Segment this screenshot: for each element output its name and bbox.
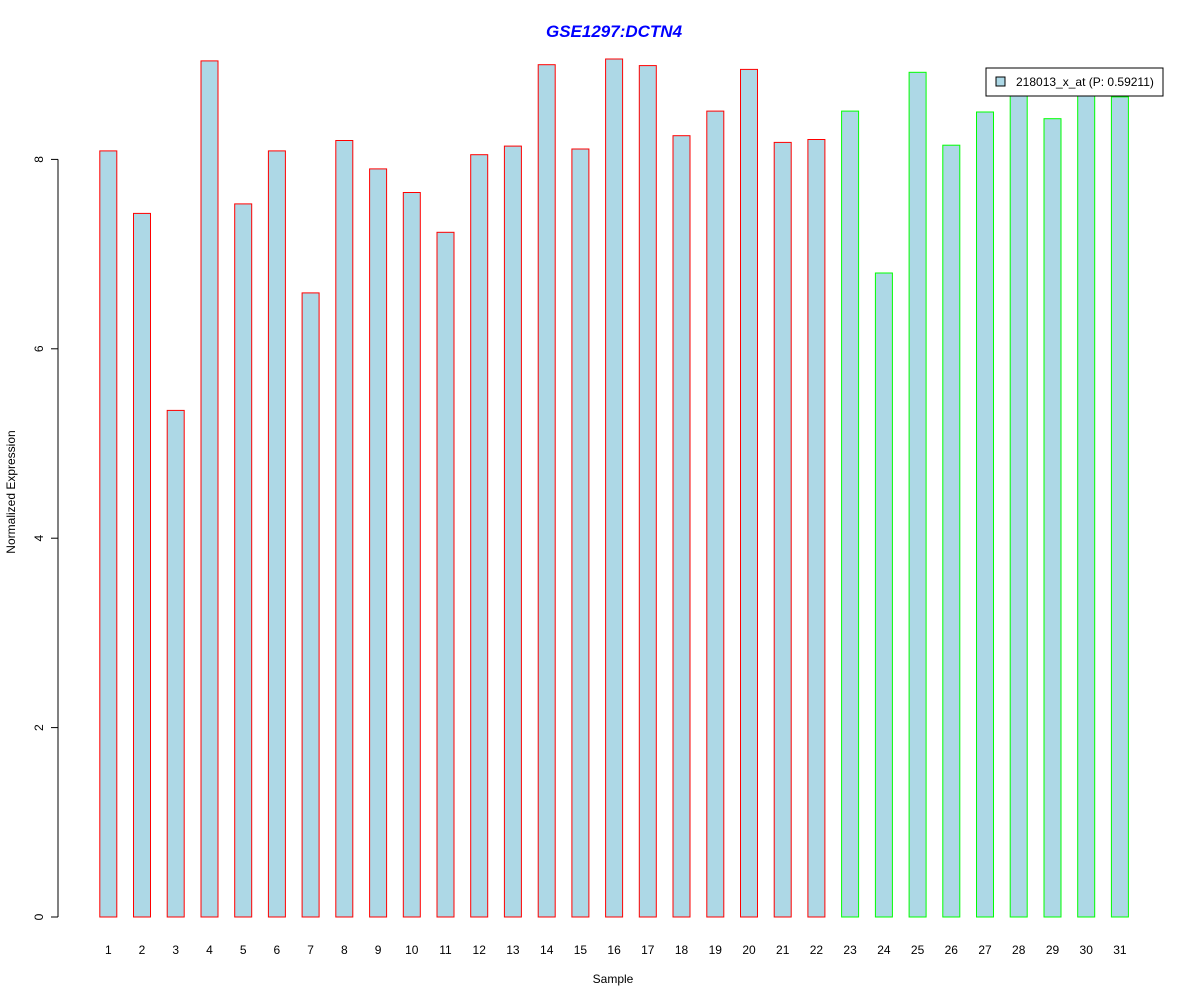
x-tick-label: 23 [843, 943, 857, 957]
y-tick-label: 4 [32, 535, 46, 542]
chart-title: GSE1297:DCTN4 [546, 22, 683, 41]
x-tick-label: 18 [675, 943, 689, 957]
bar-sample-7 [301, 292, 320, 918]
bar-sample-28 [1009, 92, 1028, 918]
x-tick-label: 22 [810, 943, 824, 957]
bars-group [99, 58, 1129, 918]
x-tick-label: 26 [945, 943, 959, 957]
x-tick-label: 7 [307, 943, 314, 957]
bar-sample-9 [369, 168, 388, 918]
bar-sample-25 [908, 71, 927, 918]
x-tick-label: 16 [607, 943, 621, 957]
bar-sample-10 [402, 192, 421, 918]
x-tick-label: 1 [105, 943, 112, 957]
bar-sample-8 [335, 140, 354, 918]
x-tick-label: 21 [776, 943, 790, 957]
bar-sample-20 [740, 68, 758, 918]
bar-sample-26 [942, 144, 961, 918]
x-tick-label: 25 [911, 943, 925, 957]
bar-sample-5 [234, 203, 253, 918]
x-tick-label: 2 [139, 943, 146, 957]
x-tick-label: 19 [709, 943, 723, 957]
x-tick-label: 30 [1080, 943, 1094, 957]
x-tick-labels: 1 2 3 4 5 6 7 8 9 10 11 12 13 14 15 16 17 18 19 20 21 22 23 24 2… [105, 943, 1127, 957]
x-tick-label: 15 [574, 943, 588, 957]
bar-sample-21 [773, 141, 792, 918]
x-tick-label: 5 [240, 943, 247, 957]
x-tick-label: 28 [1012, 943, 1026, 957]
bar-sample-14 [537, 64, 556, 918]
x-tick-label: 24 [877, 943, 891, 957]
x-tick-label: 27 [978, 943, 992, 957]
x-tick-label: 6 [274, 943, 281, 957]
bar-sample-22 [807, 139, 826, 918]
x-tick-label: 14 [540, 943, 554, 957]
x-tick-label: 12 [473, 943, 487, 957]
bar-sample-3 [166, 409, 185, 918]
bar-sample-31 [1110, 96, 1129, 918]
bar-sample-18 [672, 135, 691, 918]
x-tick-label: 10 [405, 943, 419, 957]
bar-sample-12 [470, 154, 489, 918]
bar-sample-17 [638, 65, 657, 918]
legend-label: 218013_x_at (P: 0.59211) [1016, 75, 1154, 89]
x-tick-label: 20 [742, 943, 756, 957]
y-tick-label: 6 [32, 345, 46, 352]
bar-sample-2 [133, 212, 151, 918]
x-tick-label: 17 [641, 943, 655, 957]
bar-sample-30 [1077, 92, 1096, 918]
bar-sample-16 [605, 58, 624, 918]
bar-sample-27 [976, 111, 994, 918]
x-axis-label: Sample [593, 972, 634, 986]
y-axis-label: Normalized Expression [4, 430, 18, 553]
legend-box [985, 67, 1164, 97]
x-tick-label: 9 [375, 943, 382, 957]
bar-sample-29 [1043, 118, 1062, 918]
bar-sample-11 [436, 231, 455, 918]
x-tick-label: 13 [506, 943, 520, 957]
bar-sample-23 [841, 110, 860, 918]
x-tick-label: 3 [172, 943, 179, 957]
x-tick-label: 8 [341, 943, 348, 957]
bar-sample-24 [874, 272, 893, 918]
x-tick-label: 31 [1113, 943, 1127, 957]
x-tick-label: 29 [1046, 943, 1060, 957]
bar-sample-19 [706, 110, 725, 918]
x-tick-label: 11 [439, 943, 452, 957]
y-axis: 0 2 4 6 8 [32, 156, 59, 920]
bar-sample-4 [200, 60, 219, 918]
bar-sample-6 [267, 150, 286, 918]
y-tick-label: 2 [32, 724, 46, 731]
legend: 218013_x_at (P: 0.59211) [985, 67, 1164, 97]
legend-swatch [995, 76, 1006, 87]
bar-sample-13 [503, 145, 522, 918]
bar-sample-15 [571, 148, 590, 918]
bar-sample-1 [99, 150, 118, 918]
x-tick-label: 4 [206, 943, 213, 957]
y-tick-label: 0 [32, 913, 46, 920]
y-tick-label: 8 [32, 156, 46, 163]
